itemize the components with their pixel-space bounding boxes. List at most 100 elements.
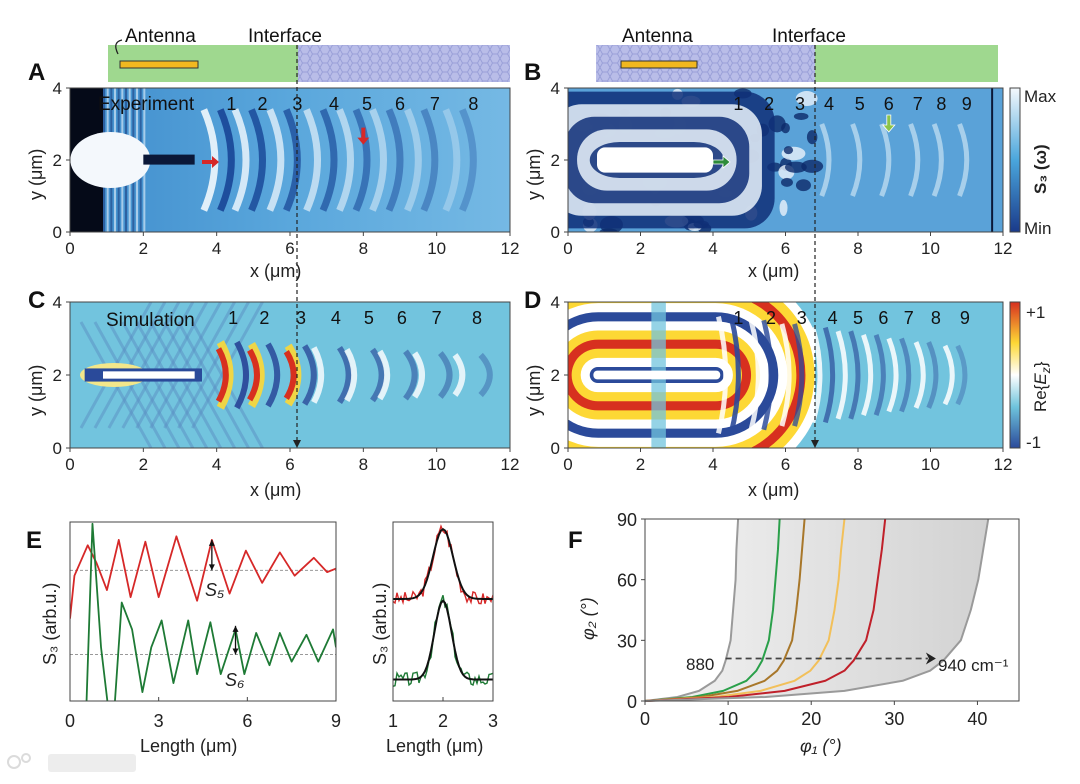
fringe-number-label: 5 <box>364 308 374 328</box>
x-tick-label: 0 <box>65 455 74 474</box>
dark-fringe <box>437 351 453 399</box>
x-tick-label: 6 <box>285 455 294 474</box>
fringe-number-label: 7 <box>430 94 440 114</box>
curve-brown <box>644 518 806 702</box>
e-y-axis-label: S₃ (arb.u.) <box>40 583 60 665</box>
x-tick-label: 0 <box>640 709 650 729</box>
panel-letter-f: F <box>568 527 583 554</box>
x-tick-label: 2 <box>438 711 448 731</box>
start-wavenumber-label: 880 <box>686 655 714 674</box>
curve-red <box>644 518 887 702</box>
y-tick-label: 0 <box>627 692 637 712</box>
x-axis-label-b: x (μm) <box>748 261 799 281</box>
x-tick-label: 4 <box>708 239 717 258</box>
y-tick-label: 0 <box>53 439 62 458</box>
dark-fringe <box>478 352 493 398</box>
colorbar-simulation: +1 -1 Re{Ez} <box>1009 301 1053 452</box>
f-y-axis-label: φ₂ (°) <box>578 597 598 640</box>
x-tick-label: 12 <box>994 239 1013 258</box>
antenna-bar <box>620 60 698 69</box>
green-arrow-right-icon <box>712 155 731 169</box>
y-tick-label: 0 <box>551 223 560 242</box>
hbn-region <box>298 45 510 82</box>
diagonal-wave <box>149 321 222 448</box>
x-tick-label: 2 <box>139 239 148 258</box>
bright-fringe <box>942 344 955 406</box>
gaussian-fit <box>393 527 493 600</box>
x-tick-label: 0 <box>563 455 572 474</box>
y-tick-label: 0 <box>53 223 62 242</box>
y-tick-label: 2 <box>53 366 62 385</box>
fringe-number-label: 1 <box>228 308 238 328</box>
x-axis-label-d: x (μm) <box>748 480 799 500</box>
diagonal-wave <box>107 321 181 448</box>
bright-fringe <box>850 123 863 197</box>
red-arrow-down-icon <box>357 127 370 145</box>
fringe-number-label: 7 <box>913 94 923 114</box>
colorbar-gradient <box>1009 301 1021 449</box>
curve-940-boundary <box>644 518 990 702</box>
red-fringe <box>247 348 260 402</box>
y-tick-label: 4 <box>53 293 62 312</box>
x-tick-label: 20 <box>801 709 821 729</box>
x-tick-label: 6 <box>242 711 252 731</box>
bright-fringe <box>908 123 921 197</box>
x-tick-label: 12 <box>994 455 1013 474</box>
y-axis-label-d: y (μm) <box>524 365 544 416</box>
plot-frame <box>644 518 1020 702</box>
speckle <box>793 112 809 120</box>
panel-letter-c: C <box>28 287 45 314</box>
fringe-number-label: 7 <box>904 308 914 328</box>
x-tick-label: 12 <box>501 455 520 474</box>
x-tick-label: 8 <box>853 239 862 258</box>
y-tick-label: 60 <box>617 571 637 591</box>
experiment-title: Experiment <box>98 94 195 115</box>
y-tick-label: 4 <box>53 79 62 98</box>
map-content <box>568 88 1003 232</box>
speckle <box>779 199 788 216</box>
curve-green <box>644 518 781 702</box>
y-axis-label-c: y (μm) <box>26 365 46 416</box>
colorbar-max: Max <box>1024 87 1057 106</box>
y-axis-label-b: y (μm) <box>524 149 544 200</box>
x-tick-label: 6 <box>285 239 294 258</box>
x-tick-label: 0 <box>65 239 74 258</box>
fringe-number-label: 8 <box>931 308 941 328</box>
bright-fringe <box>404 108 422 212</box>
x-tick-label: 2 <box>636 239 645 258</box>
panel-letter-b: B <box>524 59 541 86</box>
dark-fringe <box>234 340 249 410</box>
antenna-label: Antenna <box>622 26 693 47</box>
fringe-number-label: 5 <box>362 94 372 114</box>
fringe-number-label: 9 <box>962 94 972 114</box>
x-tick-label: 8 <box>853 455 862 474</box>
speckle <box>795 179 811 192</box>
x-tick-label: 4 <box>212 239 221 258</box>
arrowhead-icon <box>232 648 239 655</box>
colorbar-label: S₃ (ω) <box>1031 144 1050 194</box>
bright-fringe <box>231 108 250 212</box>
dark-fringe <box>955 344 968 406</box>
fringe-number-label: 4 <box>824 94 834 114</box>
antenna-signal <box>143 154 195 165</box>
x-tick-label: 1 <box>388 711 398 731</box>
fringe-number-label: 6 <box>884 94 894 114</box>
bright-fringe <box>377 349 391 401</box>
panel-f-curves: 0 10 20 30 40 0 30 60 90 <box>617 510 1020 729</box>
fringe-number-label: 6 <box>878 308 888 328</box>
arrowhead-icon <box>208 539 215 546</box>
y-tick-label: 4 <box>551 293 560 312</box>
antenna-signal <box>597 147 713 173</box>
s5-label: S₅ <box>205 580 224 600</box>
fringe-number-label: 9 <box>960 308 970 328</box>
bright-fringe <box>879 123 892 197</box>
arrowhead-icon <box>208 564 215 571</box>
dark-fringe <box>403 349 418 401</box>
colorbar-label: Re{Ez} <box>1031 361 1053 412</box>
x-tick-label: 3 <box>154 711 164 731</box>
bright-fringe <box>266 108 285 212</box>
